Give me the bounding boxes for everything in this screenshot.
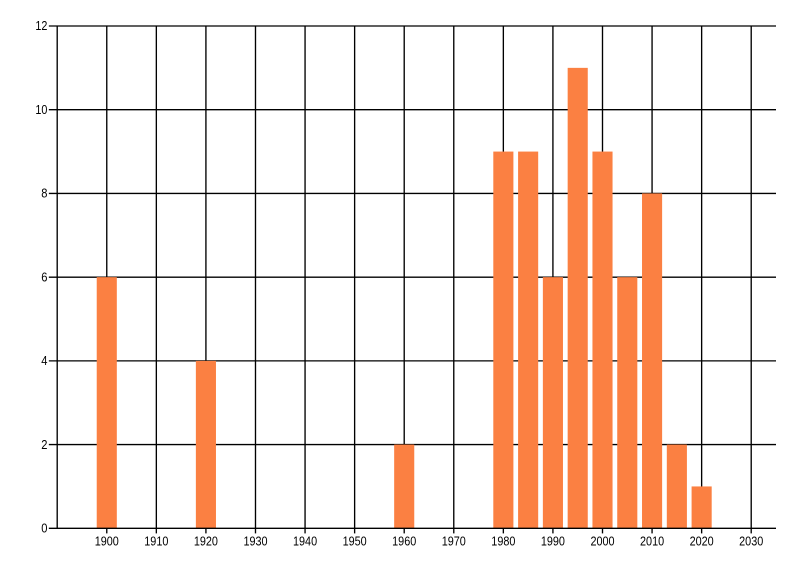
- svg-text:1930: 1930: [243, 533, 267, 548]
- svg-text:6: 6: [41, 269, 47, 284]
- svg-text:0: 0: [41, 521, 47, 536]
- svg-text:4: 4: [41, 353, 47, 368]
- svg-text:2010: 2010: [640, 533, 664, 548]
- svg-text:1900: 1900: [95, 533, 119, 548]
- svg-text:1910: 1910: [144, 533, 168, 548]
- svg-text:2000: 2000: [590, 533, 614, 548]
- svg-text:12: 12: [35, 18, 47, 33]
- svg-text:2030: 2030: [739, 533, 763, 548]
- svg-text:1980: 1980: [491, 533, 515, 548]
- svg-text:2020: 2020: [690, 533, 714, 548]
- svg-text:1970: 1970: [442, 533, 466, 548]
- svg-text:2: 2: [41, 437, 47, 452]
- svg-text:1960: 1960: [392, 533, 416, 548]
- svg-text:1990: 1990: [541, 533, 565, 548]
- svg-text:8: 8: [41, 186, 47, 201]
- svg-text:1950: 1950: [343, 533, 367, 548]
- svg-text:10: 10: [35, 102, 47, 117]
- svg-text:1940: 1940: [293, 533, 317, 548]
- svg-text:1920: 1920: [194, 533, 218, 548]
